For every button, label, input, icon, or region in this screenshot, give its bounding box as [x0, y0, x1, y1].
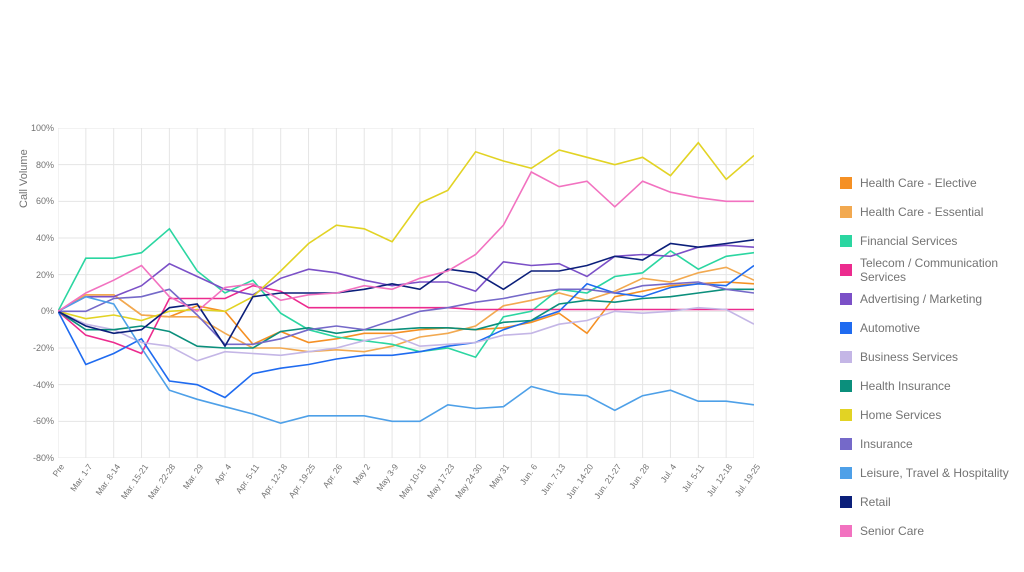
- legend-label: Retail: [860, 495, 891, 509]
- legend-swatch: [840, 264, 852, 276]
- legend-swatch: [840, 525, 852, 537]
- legend-item[interactable]: Insurance: [840, 429, 1020, 458]
- decorative-scribble: [0, 0, 1024, 100]
- plot-region: [58, 128, 754, 458]
- y-tick-label: -20%: [24, 343, 54, 353]
- plot-svg: [58, 128, 754, 458]
- legend-item[interactable]: Retail: [840, 487, 1020, 516]
- y-tick-label: 0%: [24, 306, 54, 316]
- legend-swatch: [840, 235, 852, 247]
- legend-item[interactable]: Health Insurance: [840, 371, 1020, 400]
- legend-swatch: [840, 322, 852, 334]
- legend-label: Automotive: [860, 321, 920, 335]
- legend-swatch: [840, 496, 852, 508]
- legend-label: Insurance: [860, 437, 913, 451]
- chart-root: Call Volume -80%-60%-40%-20%0%20%40%60%8…: [0, 0, 1024, 572]
- series-line: [58, 229, 754, 357]
- y-tick-label: 100%: [24, 123, 54, 133]
- legend-label: Senior Care: [860, 524, 924, 538]
- legend-item[interactable]: Health Care - Essential: [840, 197, 1020, 226]
- legend-swatch: [840, 409, 852, 421]
- legend-item[interactable]: Automotive: [840, 313, 1020, 342]
- legend-label: Health Care - Elective: [860, 176, 977, 190]
- y-tick-label: 20%: [24, 270, 54, 280]
- x-axis-ticks: PreMar. 1-7Mar. 8-14Mar. 15-21Mar. 22-28…: [58, 458, 754, 548]
- legend-swatch: [840, 380, 852, 392]
- legend-label: Telecom / Communication Services: [860, 256, 1020, 284]
- chart-area: Call Volume -80%-60%-40%-20%0%20%40%60%8…: [28, 128, 754, 478]
- legend-swatch: [840, 351, 852, 363]
- y-tick-label: 60%: [24, 196, 54, 206]
- legend: Health Care - Elective Health Care - Esse…: [840, 168, 1020, 545]
- legend-item[interactable]: Health Care - Elective: [840, 168, 1020, 197]
- legend-swatch: [840, 206, 852, 218]
- series-line: [58, 286, 754, 354]
- y-axis-ticks: -80%-60%-40%-20%0%20%40%60%80%100%: [26, 128, 56, 458]
- y-tick-label: -40%: [24, 380, 54, 390]
- legend-label: Financial Services: [860, 234, 957, 248]
- legend-item[interactable]: Leisure, Travel & Hospitality: [840, 458, 1020, 487]
- legend-item[interactable]: Telecom / Communication Services: [840, 255, 1020, 284]
- legend-label: Advertising / Marketing: [860, 292, 982, 306]
- legend-label: Leisure, Travel & Hospitality: [860, 466, 1009, 480]
- legend-swatch: [840, 438, 852, 450]
- y-tick-label: 80%: [24, 160, 54, 170]
- legend-label: Health Insurance: [860, 379, 951, 393]
- y-tick-label: 40%: [24, 233, 54, 243]
- legend-item[interactable]: Business Services: [840, 342, 1020, 371]
- legend-item[interactable]: Financial Services: [840, 226, 1020, 255]
- legend-item[interactable]: Advertising / Marketing: [840, 284, 1020, 313]
- legend-label: Health Care - Essential: [860, 205, 983, 219]
- legend-swatch: [840, 177, 852, 189]
- legend-swatch: [840, 467, 852, 479]
- legend-swatch: [840, 293, 852, 305]
- y-tick-label: -80%: [24, 453, 54, 463]
- series-line: [58, 289, 754, 348]
- legend-label: Home Services: [860, 408, 941, 422]
- legend-item[interactable]: Home Services: [840, 400, 1020, 429]
- legend-item[interactable]: Senior Care: [840, 516, 1020, 545]
- legend-label: Business Services: [860, 350, 958, 364]
- y-tick-label: -60%: [24, 416, 54, 426]
